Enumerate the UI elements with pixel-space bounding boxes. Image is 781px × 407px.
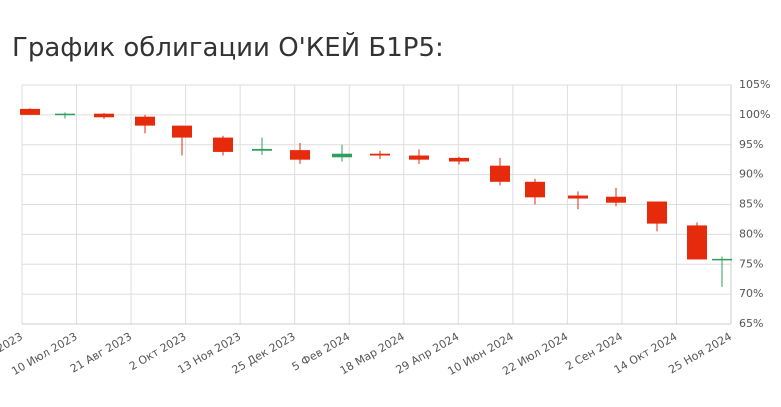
candle-body bbox=[94, 113, 114, 118]
candle-body bbox=[370, 153, 390, 156]
x-tick-label: 21 Авг 2023 bbox=[68, 330, 134, 376]
y-tick-label: 65% bbox=[739, 317, 763, 330]
y-tick-label: 105% bbox=[739, 78, 770, 91]
candle-body bbox=[55, 113, 75, 116]
y-tick-label: 75% bbox=[739, 257, 763, 270]
candle-body bbox=[606, 196, 626, 203]
candle-body bbox=[213, 137, 233, 152]
y-tick-label: 95% bbox=[739, 138, 763, 151]
y-tick-label: 90% bbox=[739, 168, 763, 181]
y-tick-label: 70% bbox=[739, 287, 763, 300]
candle-body bbox=[647, 201, 667, 224]
candle-body bbox=[687, 225, 707, 260]
candle-body bbox=[490, 165, 510, 182]
candle-body bbox=[712, 258, 732, 261]
x-tick-label: 2023 bbox=[0, 330, 25, 355]
y-tick-label: 80% bbox=[739, 227, 763, 240]
candle-body bbox=[568, 195, 588, 199]
candle-body bbox=[135, 116, 155, 126]
candle-body bbox=[20, 108, 40, 115]
candle-body bbox=[252, 148, 272, 151]
candle-body bbox=[525, 181, 545, 198]
candle-body bbox=[290, 150, 310, 160]
candle-body bbox=[332, 153, 352, 158]
candle-body bbox=[449, 157, 469, 162]
candle-body bbox=[172, 125, 192, 138]
y-tick-label: 100% bbox=[739, 108, 770, 121]
y-tick-label: 85% bbox=[739, 198, 763, 211]
chart-title: График облигации О'КЕЙ Б1Р5: bbox=[12, 31, 444, 63]
candle-body bbox=[409, 155, 429, 160]
